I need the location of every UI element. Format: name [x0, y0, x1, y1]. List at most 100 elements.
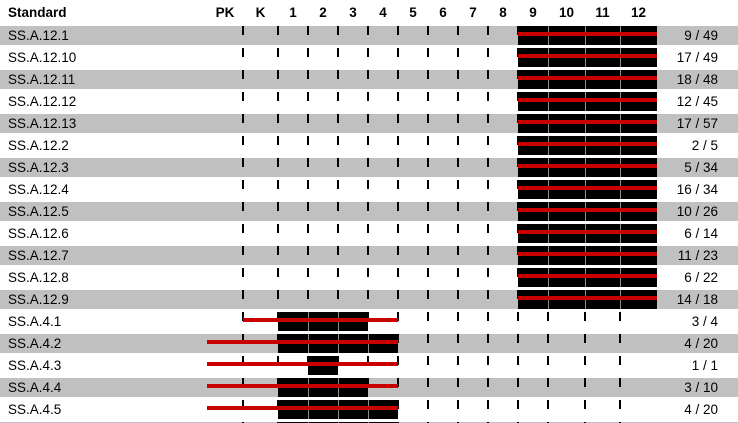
column-boundary-tick	[397, 70, 399, 79]
assessed-range-line	[518, 274, 657, 278]
column-boundary-tick	[487, 224, 489, 233]
item-count-ratio: 12 / 45	[676, 94, 718, 109]
column-boundary-tick	[277, 400, 279, 409]
assessed-range-line	[518, 252, 657, 256]
column-boundary-tick	[427, 180, 429, 189]
standard-label: SS.A.12.11	[8, 72, 76, 87]
grade-column-header: 1	[289, 5, 297, 20]
table-row: SS.A.4.4 3 / 10	[0, 377, 738, 399]
assessed-range-line	[207, 384, 398, 388]
column-boundary-tick	[242, 26, 244, 35]
column-boundary-tick	[337, 136, 339, 145]
column-boundary-tick	[337, 114, 339, 123]
column-boundary-tick	[487, 290, 489, 299]
column-boundary-tick	[277, 114, 279, 123]
column-boundary-tick	[337, 92, 339, 101]
item-count-ratio: 11 / 23	[677, 248, 718, 263]
column-boundary-tick	[277, 136, 279, 145]
column-boundary-tick	[367, 202, 369, 211]
grade-column-header: K	[255, 5, 266, 20]
column-boundary-tick	[547, 312, 549, 321]
item-count-ratio: 4 / 20	[684, 336, 718, 351]
grade-column-header: 11	[595, 5, 610, 20]
column-boundary-tick	[487, 268, 489, 277]
table-row: SS.A.12.9 14 / 18	[0, 289, 738, 311]
assessed-range-line	[518, 208, 657, 212]
column-boundary-tick	[457, 290, 459, 299]
grade-column-header: 7	[469, 5, 477, 20]
assessed-range-line	[243, 318, 398, 322]
grade-column-header: 8	[499, 5, 507, 20]
column-boundary-tick	[517, 378, 519, 387]
column-boundary-tick	[547, 400, 549, 409]
column-boundary-tick	[367, 136, 369, 145]
item-count-ratio: 3 / 10	[684, 380, 718, 395]
assessed-range-line	[518, 120, 657, 124]
column-boundary-tick	[277, 70, 279, 79]
column-boundary-tick	[457, 378, 459, 387]
column-boundary-tick	[367, 290, 369, 299]
assessed-range-line	[518, 54, 657, 58]
column-boundary-tick	[487, 158, 489, 167]
assessed-range-line	[518, 76, 657, 80]
column-boundary-tick	[277, 48, 279, 57]
column-boundary-tick	[242, 224, 244, 233]
column-boundary-tick	[367, 312, 369, 321]
column-boundary-tick	[242, 202, 244, 211]
table-row: SS.A.12.12 12 / 45	[0, 91, 738, 113]
table-row: SS.A.4.3 1 / 1	[0, 355, 738, 377]
column-boundary-tick	[337, 180, 339, 189]
column-boundary-tick	[457, 334, 459, 343]
column-boundary-tick	[619, 356, 621, 365]
column-boundary-tick	[242, 136, 244, 145]
column-boundary-tick	[487, 356, 489, 365]
grade-column-header: 5	[409, 5, 417, 20]
table-row: SS.A.12.4 16 / 34	[0, 179, 738, 201]
table-row: SS.A.4.5 4 / 20	[0, 399, 738, 421]
column-boundary-tick	[487, 48, 489, 57]
standard-label: SS.A.12.9	[8, 292, 69, 307]
assessed-range-line	[207, 406, 398, 410]
column-boundary-tick	[397, 356, 399, 365]
column-boundary-tick	[457, 246, 459, 255]
column-boundary-tick	[427, 268, 429, 277]
column-boundary-tick	[487, 26, 489, 35]
column-boundary-tick	[517, 312, 519, 321]
column-boundary-tick	[487, 378, 489, 387]
assessed-range-line	[207, 362, 398, 366]
column-boundary-tick	[307, 290, 309, 299]
column-boundary-tick	[307, 114, 309, 123]
item-count-ratio: 10 / 26	[676, 204, 718, 219]
column-boundary-tick	[517, 70, 519, 79]
column-boundary-tick	[517, 48, 519, 57]
standard-label: SS.A.12.8	[8, 270, 69, 285]
column-boundary-tick	[307, 202, 309, 211]
column-boundary-tick	[427, 70, 429, 79]
column-boundary-tick	[337, 268, 339, 277]
assessed-range-line	[518, 32, 657, 36]
table-row: SS.A.12.6 6 / 14	[0, 223, 738, 245]
grade-column-header: 3	[349, 5, 357, 20]
column-boundary-tick	[517, 400, 519, 409]
column-boundary-tick	[242, 70, 244, 79]
column-boundary-tick	[584, 334, 586, 343]
column-boundary-tick	[397, 202, 399, 211]
table-row: SS.A.12.2 2 / 5	[0, 135, 738, 157]
column-boundary-tick	[427, 158, 429, 167]
standard-label: SS.A.12.5	[8, 204, 69, 219]
table-row: SS.A.12.7 11 / 23	[0, 245, 738, 267]
column-boundary-tick	[457, 158, 459, 167]
table-row: SS.A.4.2 4 / 20	[0, 333, 738, 355]
column-boundary-tick	[337, 356, 339, 365]
column-boundary-tick	[427, 48, 429, 57]
column-boundary-tick	[367, 378, 369, 387]
column-boundary-tick	[487, 136, 489, 145]
column-boundary-tick	[487, 246, 489, 255]
grade-column-header: 10	[558, 5, 575, 20]
column-boundary-tick	[427, 246, 429, 255]
column-boundary-tick	[242, 268, 244, 277]
column-boundary-tick	[457, 136, 459, 145]
column-boundary-tick	[427, 26, 429, 35]
column-boundary-tick	[307, 356, 309, 365]
column-boundary-tick	[584, 400, 586, 409]
